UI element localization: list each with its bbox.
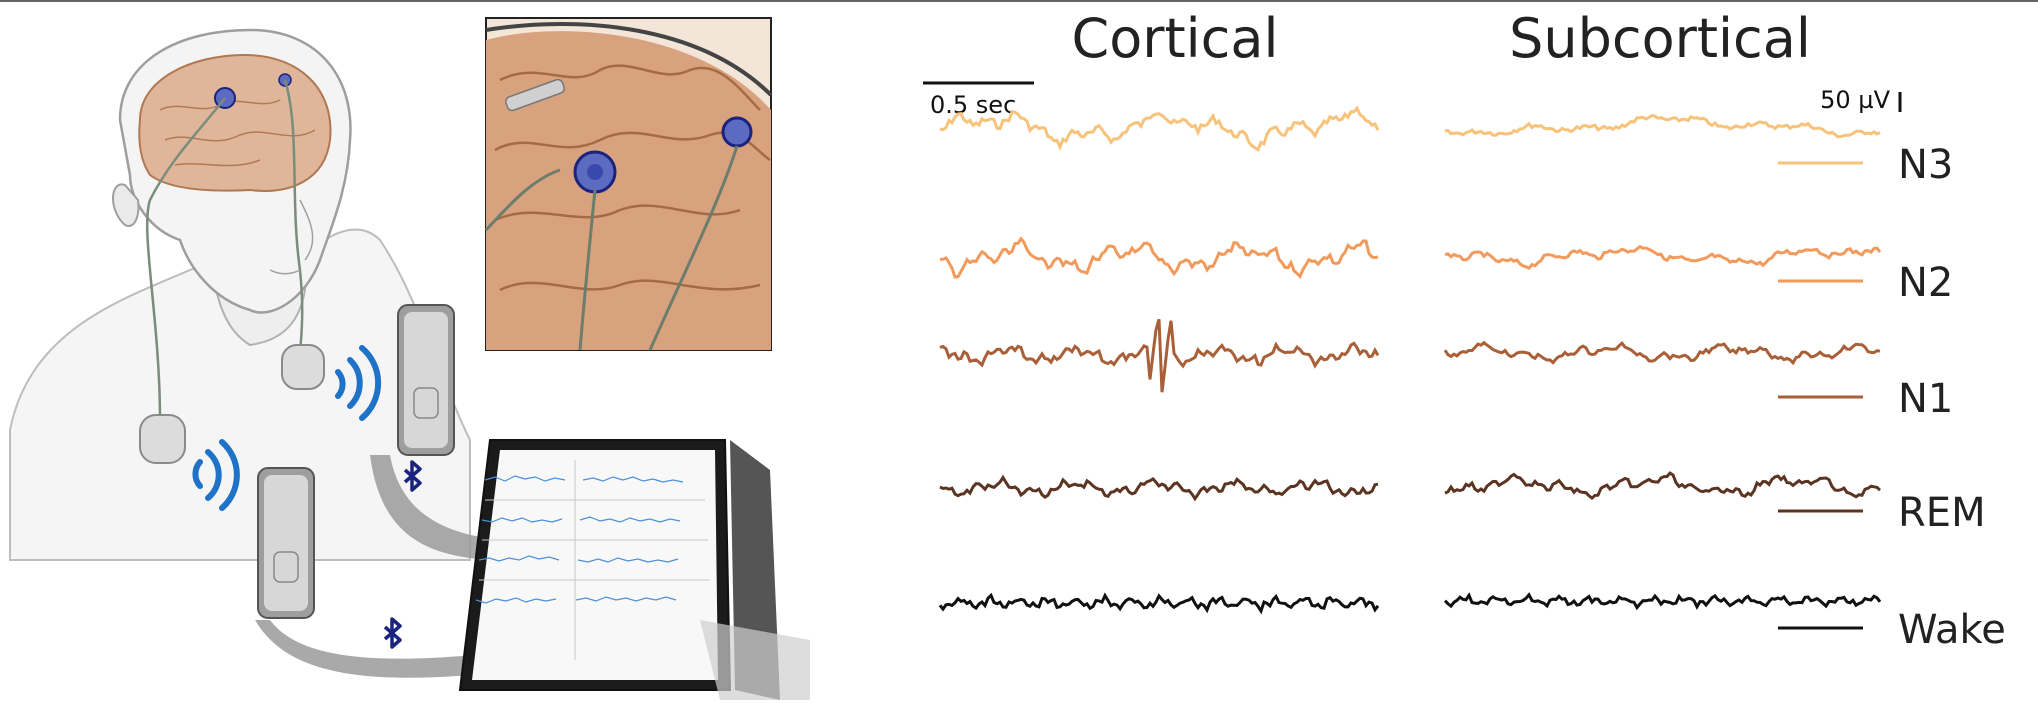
subcortical-trace-n2 xyxy=(1444,244,1882,271)
wireless-signal-icon xyxy=(335,345,382,421)
cortical-trace-n3 xyxy=(939,105,1380,152)
legend-label-rem: REM xyxy=(1898,490,1986,536)
amplitude-scale-label: 50 µV xyxy=(1820,86,1890,114)
title-subcortical: Subcortical xyxy=(1509,7,1811,70)
wireless-signal-icon xyxy=(192,439,240,511)
patient-illustration xyxy=(9,28,471,561)
subcortical-trace-wake xyxy=(1443,592,1882,611)
subcortical-trace-rem xyxy=(1444,471,1882,501)
legend-label-wake: Wake xyxy=(1898,607,2006,653)
cortical-trace-n2 xyxy=(939,236,1379,280)
cortical-trace-n1 xyxy=(939,318,1380,393)
subcortical-trace-n1 xyxy=(1443,340,1881,366)
cortical-trace-rem xyxy=(939,474,1379,502)
legend-label-n1: N1 xyxy=(1898,376,1953,422)
bluetooth-icon xyxy=(403,460,422,492)
legend-label-n2: N2 xyxy=(1898,260,1953,306)
brain-inset xyxy=(484,17,773,351)
tablet xyxy=(458,439,810,700)
trace-area xyxy=(938,105,1882,615)
patient-programmer xyxy=(397,304,455,456)
time-scale-label: 0.5 sec xyxy=(930,91,1016,119)
legend-label-n3: N3 xyxy=(1898,142,1953,188)
implant-device xyxy=(139,414,186,464)
patient-programmer xyxy=(257,467,315,619)
bluetooth-icon xyxy=(383,617,402,649)
title-cortical: Cortical xyxy=(1072,7,1279,70)
tablet-trace-grid xyxy=(475,475,684,604)
implant-device xyxy=(281,344,325,390)
subcortical-trace-n3 xyxy=(1444,113,1881,139)
legend: N3 N2 N1 REM Wake xyxy=(1778,142,2006,653)
brain-illustration xyxy=(138,53,332,192)
cortical-trace-wake xyxy=(938,592,1380,615)
